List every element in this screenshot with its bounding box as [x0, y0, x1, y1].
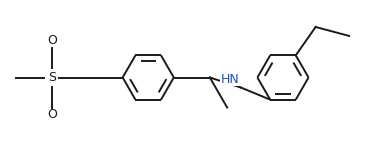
Text: S: S	[48, 71, 56, 84]
Text: HN: HN	[220, 73, 239, 86]
Text: O: O	[47, 108, 57, 122]
Text: O: O	[47, 33, 57, 46]
